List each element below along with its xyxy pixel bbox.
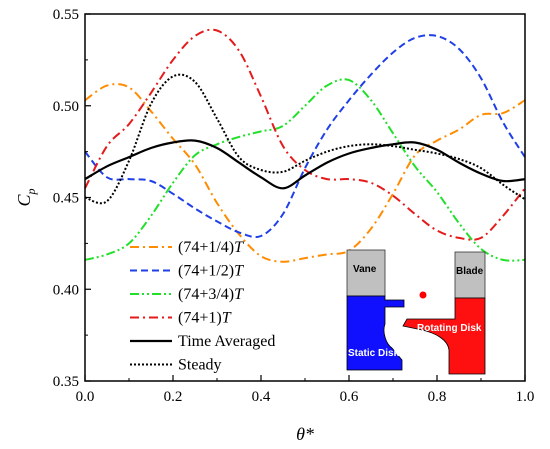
blade-block [454, 251, 486, 299]
legend-label-5: Time Averaged [178, 333, 275, 350]
y-tick-label: 0.40 [53, 282, 79, 298]
legend-label-6: Steady [178, 357, 222, 374]
series-line-4 [84, 28, 526, 241]
series-line-3 [84, 78, 526, 262]
x-tick-label: 0.8 [428, 389, 447, 405]
y-axis-title: Cp [14, 188, 38, 206]
x-tick-label: 0.6 [340, 389, 359, 405]
series-line-1 [84, 83, 526, 263]
y-tick-label: 0.45 [53, 191, 79, 207]
series-line-2 [84, 34, 526, 239]
legend: (74+1/4)T (74+1/2)T (74+3/4)T (74+1)T Time A… [130, 239, 275, 374]
y-tick-label: 0.55 [53, 7, 79, 23]
static-disk-shape [346, 295, 405, 371]
x-tick-label: 0.0 [76, 389, 95, 405]
legend-label-3: (74+3/4)T [178, 286, 244, 303]
vane-label: Vane [353, 264, 377, 275]
series-lines [84, 28, 526, 263]
axis-ticks: 0.0 0.2 0.4 0.6 0.8 1.0 0.35 0.40 0.45 0.50 0.55 [53, 7, 535, 405]
blade-label: Blade [456, 266, 484, 277]
y-axis-title-subscript: p [24, 188, 38, 195]
rotating-disk-label: Rotating Disk [417, 323, 482, 334]
legend-label-1: (74+1/4)T [178, 239, 244, 256]
static-disk-label: Static Disk [348, 348, 400, 359]
series-line-5 [84, 139, 526, 190]
legend-label-2: (74+1/2)T [178, 263, 244, 280]
x-tick-label: 0.4 [252, 389, 271, 405]
vane-block [346, 249, 386, 297]
legend-label-4: (74+1)T [178, 310, 232, 327]
y-tick-label: 0.50 [53, 99, 79, 115]
x-tick-label: 0.2 [164, 389, 183, 405]
disk-cavity-schematic: Vane Blade Static Disk Rotating Disk [346, 249, 486, 375]
y-axis-title-main: C [14, 194, 34, 207]
x-tick-label: 1.0 [516, 389, 535, 405]
marker-dot [419, 291, 427, 299]
y-tick-label: 0.35 [53, 374, 79, 390]
rotating-disk-shape [402, 297, 486, 375]
x-axis-title: θ* [296, 424, 314, 444]
